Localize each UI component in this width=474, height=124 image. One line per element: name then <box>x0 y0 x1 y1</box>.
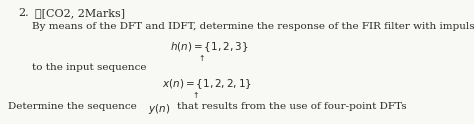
Text: that results from the use of four-point DFTs: that results from the use of four-point … <box>177 102 407 111</box>
Text: 2.: 2. <box>18 8 28 18</box>
Text: $\uparrow$: $\uparrow$ <box>191 90 199 100</box>
Text: By means of the DFT and IDFT, determine the response of the FIR filter with impu: By means of the DFT and IDFT, determine … <box>32 22 474 31</box>
Text: $x(n) = \{1, 2, 2, 1\}$: $x(n) = \{1, 2, 2, 1\}$ <box>162 77 252 91</box>
Text: to the input sequence: to the input sequence <box>32 63 146 72</box>
Text: $h(n) = \{1, 2, 3\}$: $h(n) = \{1, 2, 3\}$ <box>170 40 248 54</box>
Text: Determine the sequence: Determine the sequence <box>8 102 140 111</box>
Text: $y(n)$: $y(n)$ <box>148 102 170 116</box>
Text: ⍼[CO2, 2Marks]: ⍼[CO2, 2Marks] <box>35 8 125 18</box>
Text: $\uparrow$: $\uparrow$ <box>197 53 205 63</box>
